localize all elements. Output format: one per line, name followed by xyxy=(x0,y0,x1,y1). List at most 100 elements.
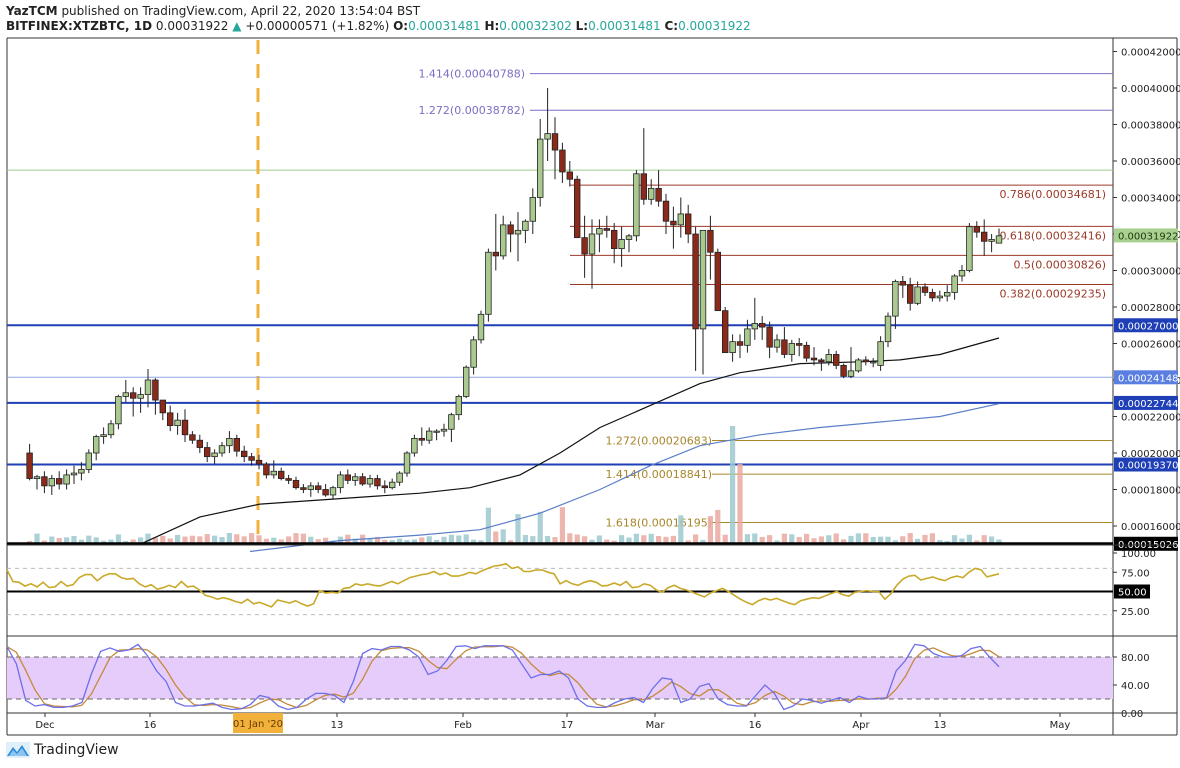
volume-bar xyxy=(485,507,491,544)
time-tick-label: Dec xyxy=(35,720,54,731)
volume-bar xyxy=(463,534,469,544)
volume-bar xyxy=(500,529,506,544)
volume-bar xyxy=(34,533,40,544)
candle-body xyxy=(63,474,70,485)
candle-body xyxy=(425,430,433,441)
time-tick-label: 16 xyxy=(144,720,157,731)
candle-body xyxy=(277,470,285,479)
volume-bar xyxy=(678,515,684,544)
candle-body xyxy=(292,479,300,489)
volume-bar xyxy=(722,534,728,544)
time-tick-label: Apr xyxy=(852,720,870,731)
volume-bar xyxy=(249,533,255,544)
main-pane[interactable] xyxy=(7,38,1113,545)
volume-bar xyxy=(937,540,943,544)
volume-bar xyxy=(537,511,543,544)
candle-body xyxy=(351,476,359,481)
brand-name: TradingView xyxy=(34,742,119,758)
volume-bar xyxy=(989,536,995,544)
candle-body xyxy=(174,419,181,427)
volume-bar xyxy=(64,537,70,544)
price-label: 0.00031922 xyxy=(1118,231,1178,242)
candle-body xyxy=(559,149,566,173)
candle-body xyxy=(796,343,803,346)
close-value: 0.00031922 xyxy=(678,19,751,33)
volume-bar xyxy=(707,516,713,544)
volume-bar xyxy=(582,536,588,544)
volume-bar xyxy=(833,533,839,544)
candle-body xyxy=(884,315,892,343)
volume-bar xyxy=(737,464,743,544)
price-label-box xyxy=(1114,536,1178,551)
price-tick-label: 0.00042000 xyxy=(1121,48,1180,59)
candle-body xyxy=(85,452,92,470)
stoch-k-line xyxy=(6,643,1000,711)
candle-body xyxy=(285,478,292,481)
candle-body xyxy=(966,226,973,271)
volume-bar xyxy=(130,539,136,544)
volume-bar xyxy=(145,533,151,544)
tradingview-brand[interactable]: TradingView xyxy=(6,742,119,758)
candle-body xyxy=(33,476,41,479)
candle-body xyxy=(929,291,936,299)
candle-body xyxy=(411,437,418,454)
volume-bar xyxy=(767,535,773,544)
candle-body xyxy=(781,339,788,355)
price-label-box xyxy=(1114,457,1178,472)
candle-body xyxy=(596,228,603,235)
volume-bar xyxy=(892,540,898,544)
candle-body xyxy=(611,229,618,250)
candle-body xyxy=(70,472,78,476)
volume-bar xyxy=(619,535,625,544)
candle-body xyxy=(803,344,810,359)
volume-bar xyxy=(796,537,802,544)
volume-bar xyxy=(86,535,92,544)
tradingview-logo-icon xyxy=(6,742,30,758)
candle-body xyxy=(26,452,33,479)
candle-body xyxy=(707,229,714,253)
volume-bar xyxy=(559,507,565,544)
volume-bar xyxy=(974,540,980,544)
volume-bar xyxy=(441,536,447,544)
price-label: 0.00024148 xyxy=(1118,373,1178,384)
stoch-tick-label: 80.00 xyxy=(1121,653,1150,664)
volume-bar xyxy=(804,533,810,544)
price-tick-label: 0.00036000 xyxy=(1121,157,1180,168)
fib-label: 0.786(0.00034681) xyxy=(999,188,1106,201)
volume-bar xyxy=(744,534,750,544)
candle-body xyxy=(537,138,544,198)
volume-bar xyxy=(878,536,884,544)
volume-bar xyxy=(271,537,277,544)
fib-label: 1.414(0.00018841) xyxy=(605,468,712,481)
volume-bar xyxy=(189,535,195,544)
candle-body xyxy=(189,434,196,441)
candle-body xyxy=(588,233,596,255)
candle-body xyxy=(492,251,499,257)
candle-body xyxy=(159,399,166,414)
volume-bar xyxy=(293,533,299,544)
symbol-label: BITFINEX:XTZBTC, 1D xyxy=(6,19,153,33)
candle-body xyxy=(48,478,55,487)
candle-body xyxy=(322,489,329,496)
time-tick-label: May xyxy=(1050,720,1071,731)
author-name: YazTCM xyxy=(6,4,58,18)
volume-bar xyxy=(715,509,721,544)
volume-bar xyxy=(397,538,403,544)
price-tick-label: 0.00028000 xyxy=(1121,303,1180,314)
candle-body xyxy=(455,396,462,416)
volume-bar xyxy=(826,535,832,544)
volume-bar xyxy=(226,533,232,544)
volume-bar xyxy=(922,534,928,544)
volume-bar xyxy=(204,534,210,544)
candle-body xyxy=(122,392,129,397)
price-tick-label: 0.00020000 xyxy=(1121,449,1180,460)
price-tick-label: 0.00022000 xyxy=(1121,413,1180,424)
volume-bar xyxy=(885,536,891,544)
candle-body xyxy=(226,437,233,447)
candle-body xyxy=(973,226,980,233)
candle-body xyxy=(581,237,588,255)
volume-bars xyxy=(27,426,1002,544)
publish-info: YazTCM published on TradingView.com, Apr… xyxy=(6,4,420,18)
volume-bar xyxy=(382,539,388,544)
